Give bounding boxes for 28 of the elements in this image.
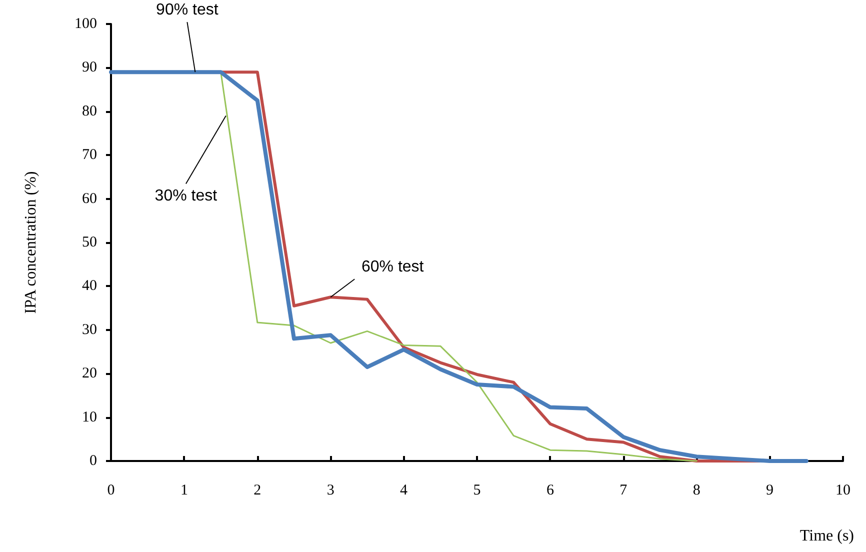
x-tick-label: 7: [620, 482, 628, 498]
x-tick-label: 1: [180, 482, 188, 498]
y-tick-label: 0: [90, 453, 97, 469]
y-tick-label: 60: [82, 190, 97, 207]
y-tick-label: 80: [82, 103, 97, 120]
series-label: 60% test: [361, 258, 424, 276]
y-tick-label: 40: [82, 278, 97, 294]
y-tick-label: 10: [82, 409, 97, 426]
x-tick-label: 3: [326, 482, 334, 498]
x-tick-label: 10: [836, 482, 850, 498]
x-tick-label: 8: [692, 482, 700, 498]
y-axis-title: IPA concentration (%): [22, 171, 40, 314]
y-tick-label: 100: [74, 16, 97, 32]
x-tick-label: 0: [107, 482, 115, 498]
series-label: 30% test: [154, 187, 218, 204]
y-tick-label: 70: [82, 147, 97, 164]
x-tick-label: 4: [400, 482, 408, 498]
x-axis-title: Time (s): [800, 528, 854, 544]
text: 90% test: [156, 2, 219, 19]
x-tick-label: 2: [254, 482, 262, 498]
y-tick-label: 30: [82, 322, 97, 338]
x-tick-label: 9: [766, 482, 774, 498]
y-tick-label: 20: [82, 366, 97, 382]
y-tick-label: 90: [82, 60, 97, 76]
x-tick-label: 5: [473, 482, 481, 498]
x-tick-label: 6: [546, 482, 554, 498]
line-series: [109, 70, 808, 463]
y-tick-label: 50: [82, 234, 97, 250]
